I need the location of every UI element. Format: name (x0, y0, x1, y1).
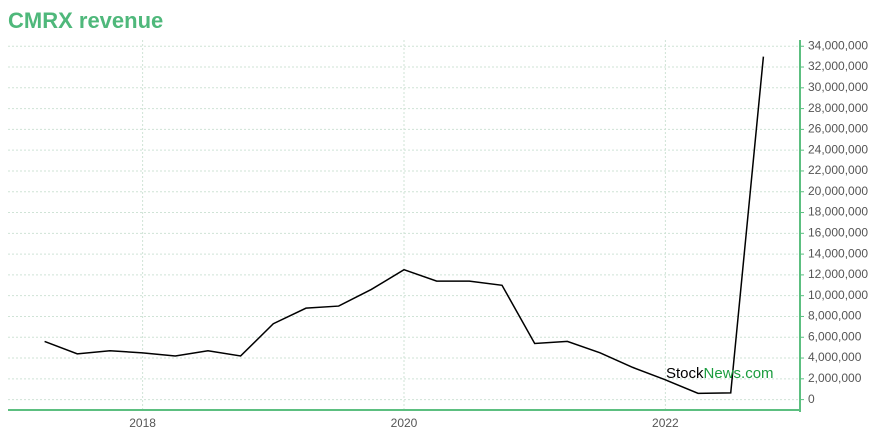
chart-title: CMRX revenue (8, 8, 163, 33)
line-series (44, 56, 765, 395)
y-tick-label: 22,000,000 (808, 163, 868, 177)
watermark-prefix: Stock (666, 365, 704, 382)
y-tick-label: 20,000,000 (808, 184, 868, 198)
y-tick-label: 2,000,000 (808, 371, 862, 385)
y-tick-label: 18,000,000 (808, 205, 868, 219)
y-tick-label: 6,000,000 (808, 329, 862, 343)
y-tick-label: 10,000,000 (808, 288, 868, 302)
watermark: StockNews.com (666, 365, 774, 382)
y-tick-label: 24,000,000 (808, 142, 868, 156)
y-tick-label: 30,000,000 (808, 80, 868, 94)
y-tick-label: 32,000,000 (808, 59, 868, 73)
watermark-suffix: News.com (704, 365, 774, 382)
y-tick-label: 4,000,000 (808, 350, 862, 364)
y-tick-label: 16,000,000 (808, 225, 868, 239)
x-tick-label: 2018 (129, 416, 156, 430)
x-tick-label: 2022 (652, 416, 679, 430)
x-tick-label: 2020 (391, 416, 418, 430)
y-tick-label: 14,000,000 (808, 246, 868, 260)
y-tick-label: 26,000,000 (808, 122, 868, 136)
y-tick-label: 12,000,000 (808, 267, 868, 281)
y-tick-label: 0 (808, 392, 815, 406)
y-tick-label: 8,000,000 (808, 309, 862, 323)
y-tick-label: 28,000,000 (808, 101, 868, 115)
y-tick-label: 34,000,000 (808, 38, 868, 52)
